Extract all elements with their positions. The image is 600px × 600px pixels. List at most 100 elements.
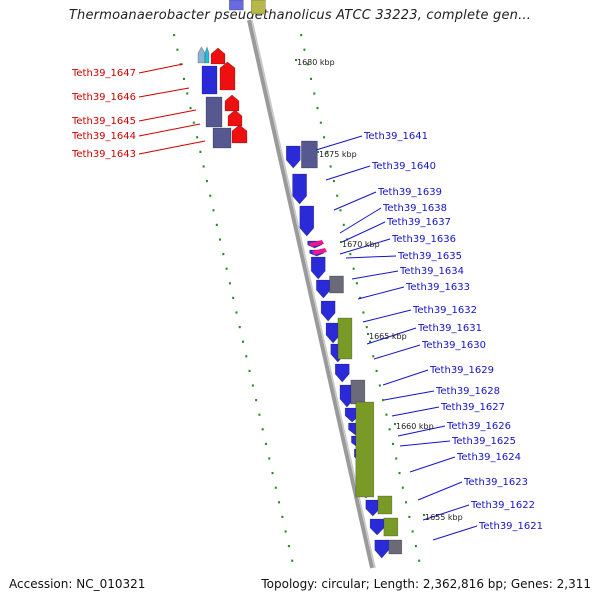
tick-dot: [281, 515, 284, 518]
gene-arrow-forward: [299, 205, 315, 237]
tick-dot: [192, 121, 195, 124]
tick-dot: [339, 209, 342, 212]
backbone-highlight: [251, 19, 376, 569]
gene-feature: [251, 0, 266, 15]
tick-dot: [268, 457, 271, 460]
gene-label: Teth39_1631: [417, 323, 482, 334]
leader-line: [383, 390, 435, 401]
gene-label: Teth39_1621: [478, 521, 543, 532]
tick-dot: [352, 267, 355, 270]
tick-dot: [342, 223, 345, 226]
tick-dot: [245, 355, 248, 358]
leader-line: [351, 270, 399, 280]
tick-dot: [264, 442, 267, 445]
tick-dot: [401, 486, 404, 489]
backbone: [247, 19, 376, 569]
gene-label: Teth39_1647: [71, 68, 136, 79]
tick-dot: [423, 514, 425, 516]
leader-line: [138, 87, 190, 98]
tick-dot: [212, 209, 215, 212]
tick-dot: [414, 545, 417, 548]
tick-dot: [215, 223, 218, 226]
tick-dot: [287, 545, 290, 548]
leader-line: [382, 369, 429, 386]
gene-arrow-reverse: [210, 47, 226, 65]
tick-dot: [291, 559, 294, 562]
tick-dot: [306, 63, 309, 66]
tick-dot: [189, 107, 192, 110]
gene-label: Teth39_1643: [71, 149, 136, 160]
tick-dot: [196, 136, 199, 139]
leader-line: [399, 440, 451, 447]
leader-line: [432, 525, 478, 541]
gene-label: Teth39_1624: [456, 452, 521, 463]
gene-label: Teth39_1644: [71, 131, 136, 142]
scale-label: 1665 kbp: [369, 332, 407, 341]
gene-box-reverse: [201, 65, 218, 95]
scale-label: 1680 kbp: [297, 58, 335, 67]
label-lines: [138, 63, 478, 541]
tick-dot: [349, 253, 352, 256]
tick-dot: [261, 428, 264, 431]
tick-dot: [385, 413, 388, 416]
tick-dot: [235, 311, 238, 314]
gene-arrow-forward: [309, 240, 324, 247]
gene-arrow-forward: [312, 248, 327, 255]
tick-dot: [232, 296, 235, 299]
gene-label: Teth39_1630: [421, 340, 486, 351]
tick-dot: [340, 241, 342, 243]
tick-dot: [394, 423, 396, 425]
tick-dot: [199, 150, 202, 153]
tick-dot: [222, 253, 225, 256]
gene-arrow-forward: [325, 322, 341, 344]
gene-label: Teth39_1636: [391, 234, 456, 245]
leader-line: [357, 286, 405, 300]
tick-dot: [271, 472, 274, 475]
tick-marks: [173, 34, 421, 562]
tick-dot: [242, 340, 245, 343]
gene-box-forward: [337, 317, 353, 360]
gene-box-forward: [377, 495, 393, 515]
gene-label: Teth39_1645: [71, 116, 136, 127]
gene-box-forward: [355, 401, 375, 498]
scale-label: 1675 kbp: [319, 150, 357, 159]
gene-arrow-reverse: [231, 124, 248, 144]
gene-label: Teth39_1641: [363, 131, 428, 142]
leader-line: [138, 63, 184, 74]
scale-label: 1660 kbp: [396, 422, 434, 431]
tick-dot: [355, 282, 358, 285]
tick-dot: [378, 384, 381, 387]
gene-feature: [229, 0, 244, 11]
gene-label: Teth39_1627: [440, 402, 505, 413]
gene-arrow-reverse: [197, 46, 206, 64]
scale-labels: 1680 kbp 1675 kbp 1670 kbp 1665 kbp 1660 kbp…: [295, 58, 463, 522]
leader-line: [325, 165, 371, 181]
leader-line: [138, 123, 201, 137]
leader-line: [366, 327, 417, 345]
leader-line: [373, 344, 421, 360]
leader-line: [333, 191, 377, 211]
leader-line: [345, 255, 397, 259]
gene-arrow-forward: [334, 363, 350, 383]
leader-line: [422, 504, 470, 521]
leader-line: [417, 481, 463, 501]
gene-label: Teth39_1633: [405, 282, 470, 293]
leader-line: [397, 425, 446, 437]
scale-label: 1670 kbp: [342, 240, 380, 249]
genome-summary: Topology: circular; Length: 2,362,816 bp…: [261, 577, 591, 591]
gene-features: [197, 0, 403, 559]
map-title: Thermoanaerobacter pseudethanolicus ATCC…: [68, 8, 532, 23]
gene-arrow-forward: [310, 256, 326, 280]
tick-dot: [326, 150, 329, 153]
tick-dot: [319, 121, 322, 124]
gene-label: Teth39_1623: [463, 477, 528, 488]
tick-dot: [173, 34, 176, 37]
tick-dot: [182, 77, 185, 80]
gene-box-forward: [301, 140, 318, 169]
tick-dot: [309, 77, 312, 80]
tick-dot: [375, 369, 378, 372]
gene-box-forward: [350, 379, 366, 405]
tick-dot: [284, 530, 287, 533]
tick-dot: [365, 326, 368, 329]
gene-label: Teth39_1628: [435, 386, 500, 397]
